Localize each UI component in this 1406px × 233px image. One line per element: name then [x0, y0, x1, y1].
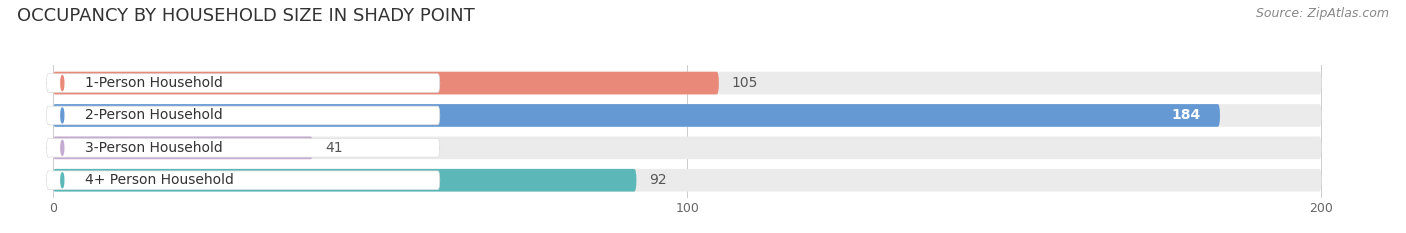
FancyBboxPatch shape [53, 137, 1322, 159]
Text: 1-Person Household: 1-Person Household [84, 76, 222, 90]
Circle shape [60, 108, 63, 123]
FancyBboxPatch shape [53, 104, 1220, 127]
Circle shape [60, 140, 63, 155]
FancyBboxPatch shape [53, 169, 637, 192]
Circle shape [60, 75, 63, 90]
FancyBboxPatch shape [46, 74, 440, 92]
Text: 3-Person Household: 3-Person Household [84, 141, 222, 155]
Text: 105: 105 [731, 76, 758, 90]
Text: Source: ZipAtlas.com: Source: ZipAtlas.com [1256, 7, 1389, 20]
FancyBboxPatch shape [46, 106, 440, 125]
FancyBboxPatch shape [46, 171, 440, 189]
Text: 4+ Person Household: 4+ Person Household [84, 173, 233, 187]
Text: 41: 41 [326, 141, 343, 155]
Circle shape [60, 173, 63, 188]
Text: 92: 92 [650, 173, 666, 187]
FancyBboxPatch shape [53, 169, 1322, 192]
FancyBboxPatch shape [53, 72, 1322, 94]
FancyBboxPatch shape [46, 139, 440, 157]
FancyBboxPatch shape [53, 72, 718, 94]
Text: 184: 184 [1171, 108, 1201, 123]
Text: OCCUPANCY BY HOUSEHOLD SIZE IN SHADY POINT: OCCUPANCY BY HOUSEHOLD SIZE IN SHADY POI… [17, 7, 475, 25]
FancyBboxPatch shape [53, 104, 1322, 127]
Text: 2-Person Household: 2-Person Household [84, 108, 222, 123]
FancyBboxPatch shape [53, 137, 314, 159]
